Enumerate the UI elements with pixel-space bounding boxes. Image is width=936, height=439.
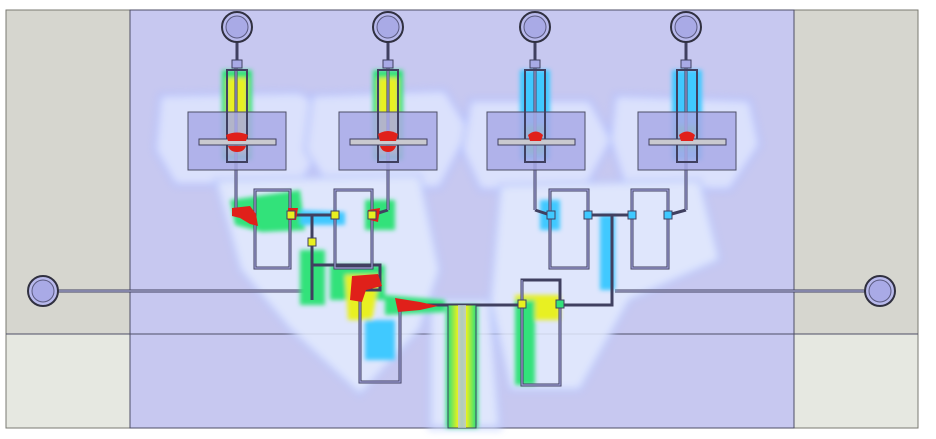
top-port-icon-3 (519, 11, 551, 69)
top-port-icon-2 (372, 11, 404, 69)
antenna-unit-1 (187, 69, 287, 171)
field-peak-markers (232, 206, 438, 312)
top-port-icon-1 (221, 11, 253, 69)
junction-pads (286, 210, 673, 309)
left-port-icon (27, 275, 59, 307)
right-panel-lower (793, 333, 919, 429)
right-panel-upper (793, 9, 919, 335)
antenna-unit-4 (637, 69, 737, 171)
right-port-icon (864, 275, 896, 307)
left-panel-upper (5, 9, 131, 335)
antenna-unit-3 (486, 69, 586, 171)
top-port-icon-4 (670, 11, 702, 69)
antenna-unit-2 (338, 69, 438, 171)
left-panel-lower (5, 333, 131, 429)
